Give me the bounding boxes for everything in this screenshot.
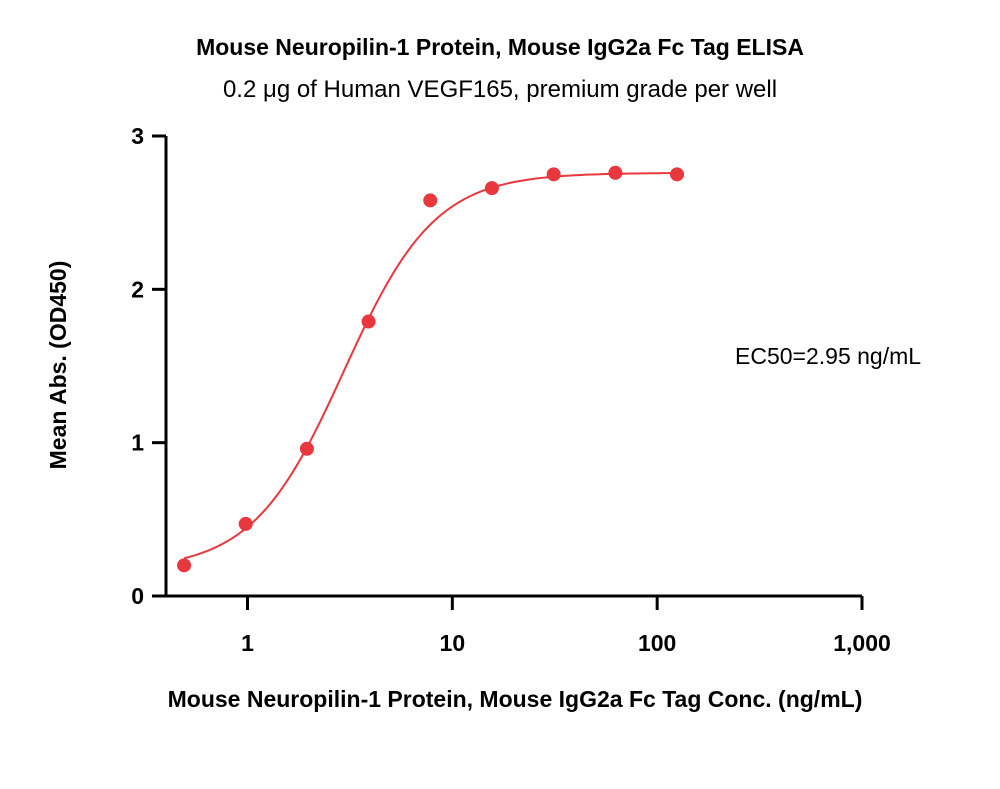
y-axis-label: Mean Abs. (OD450) xyxy=(45,261,71,470)
y-tick-label: 1 xyxy=(131,430,144,456)
x-tick-label: 10 xyxy=(440,630,466,656)
data-point xyxy=(361,314,376,329)
data-point xyxy=(608,165,623,180)
x-axis-label: Mouse Neuropilin-1 Protein, Mouse IgG2a … xyxy=(168,686,863,712)
chart-subtitle: 0.2 μg of Human VEGF165, premium grade p… xyxy=(222,76,778,103)
data-point xyxy=(299,441,314,456)
ec50-annotation: EC50=2.95 ng/mL xyxy=(735,343,921,369)
data-point xyxy=(177,558,192,573)
x-ticks: 1 10 100 1,000 xyxy=(241,596,891,656)
axes: 0 1 2 3 1 10 100 1,000 xyxy=(131,123,891,656)
x-tick-label: 1 xyxy=(241,630,254,656)
data-point xyxy=(238,516,253,531)
x-tick-label: 1,000 xyxy=(833,630,891,656)
data-point xyxy=(423,193,438,208)
y-tick-label: 0 xyxy=(131,583,144,609)
data-points xyxy=(177,165,685,573)
data-point xyxy=(670,167,685,182)
y-tick-label: 3 xyxy=(131,123,144,149)
chart-title: Mouse Neuropilin-1 Protein, Mouse IgG2a … xyxy=(196,34,804,60)
data-point xyxy=(546,167,561,182)
y-tick-label: 2 xyxy=(131,276,144,302)
y-ticks: 0 1 2 3 xyxy=(131,123,166,609)
x-tick-label: 100 xyxy=(638,630,676,656)
data-point xyxy=(484,181,499,196)
fit-curve xyxy=(183,172,678,560)
